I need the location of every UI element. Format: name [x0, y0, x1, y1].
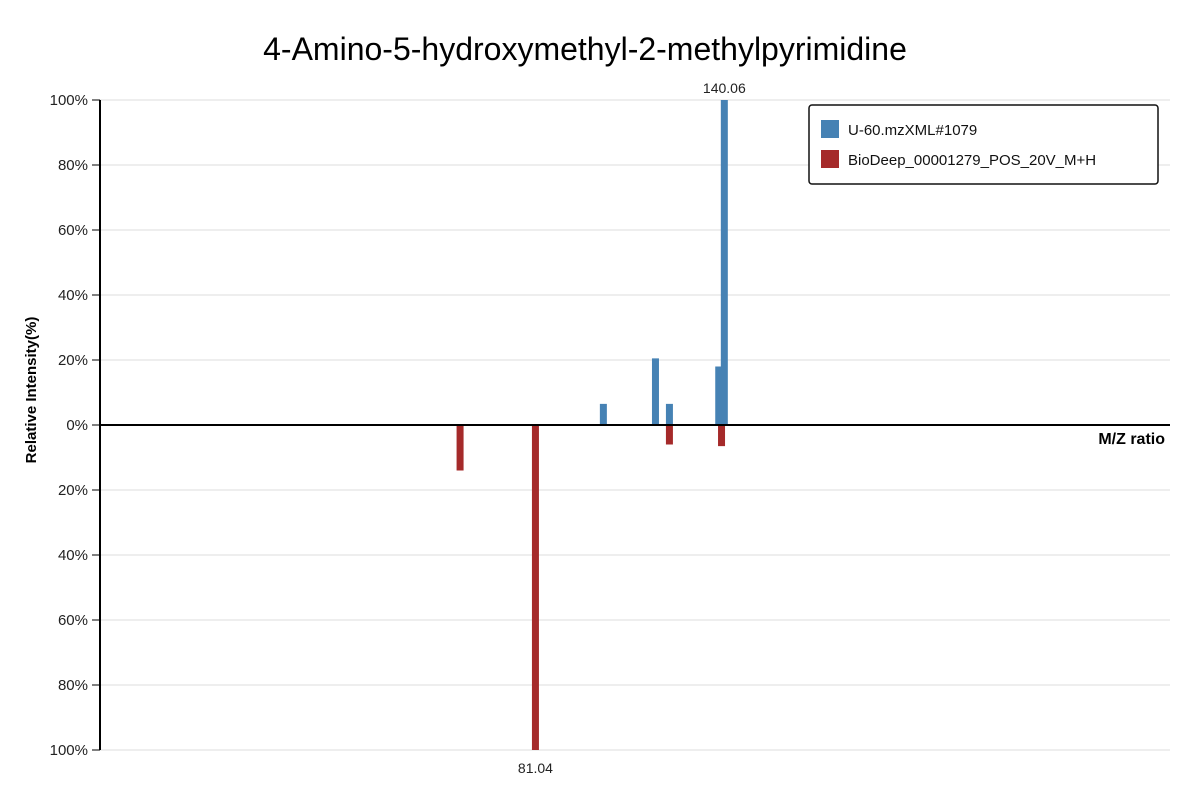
y-tick-label: 100% — [50, 742, 88, 759]
y-tick-label: 100% — [50, 92, 88, 109]
peak-bar-sample — [720, 100, 728, 425]
chart-title: 4-Amino-5-hydroxymethyl-2-methylpyrimidi… — [263, 31, 907, 67]
y-tick-label: 40% — [58, 547, 88, 564]
peak-bar-reference — [531, 425, 539, 750]
peak-label: 140.06 — [703, 80, 746, 96]
peak-bar-reference — [718, 425, 726, 447]
y-axis-label: Relative Intensity(%) — [23, 317, 40, 464]
y-tick-labels: 100% 80% 60% 40% 20% 0% 20% 40% 60% 80% 100% — [50, 92, 88, 759]
peak-bar-sample — [651, 358, 659, 425]
y-tick-label: 60% — [58, 222, 88, 239]
legend: U-60.mzXML#1079 BioDeep_00001279_POS_20V_… — [808, 104, 1159, 185]
y-tick-label: 80% — [58, 157, 88, 174]
peak-label: 81.04 — [518, 760, 553, 776]
y-tick-label: 40% — [58, 287, 88, 304]
peak-bar-sample — [715, 366, 723, 425]
legend-swatch — [821, 150, 839, 168]
grid-lines — [100, 99, 1170, 751]
peak-bar-sample — [599, 403, 607, 425]
y-tick-label: 0% — [66, 417, 88, 434]
legend-box — [808, 104, 1159, 185]
y-tick-label: 80% — [58, 677, 88, 694]
x-axis-label: M/Z ratio — [1098, 431, 1165, 448]
y-tick-label: 20% — [58, 482, 88, 499]
legend-entry: BioDeep_00001279_POS_20V_M+H — [848, 152, 1096, 169]
peak-bar-reference — [456, 425, 464, 471]
peak-bar-sample — [665, 403, 673, 425]
peak-bars — [456, 100, 728, 750]
legend-entry: U-60.mzXML#1079 — [848, 122, 977, 139]
legend-swatch — [821, 120, 839, 138]
y-tick-label: 60% — [58, 612, 88, 629]
peak-labels: 140.06 81.04 — [518, 80, 746, 776]
y-tick-label: 20% — [58, 352, 88, 369]
axes — [92, 99, 1170, 751]
peak-bar-reference — [665, 425, 673, 445]
